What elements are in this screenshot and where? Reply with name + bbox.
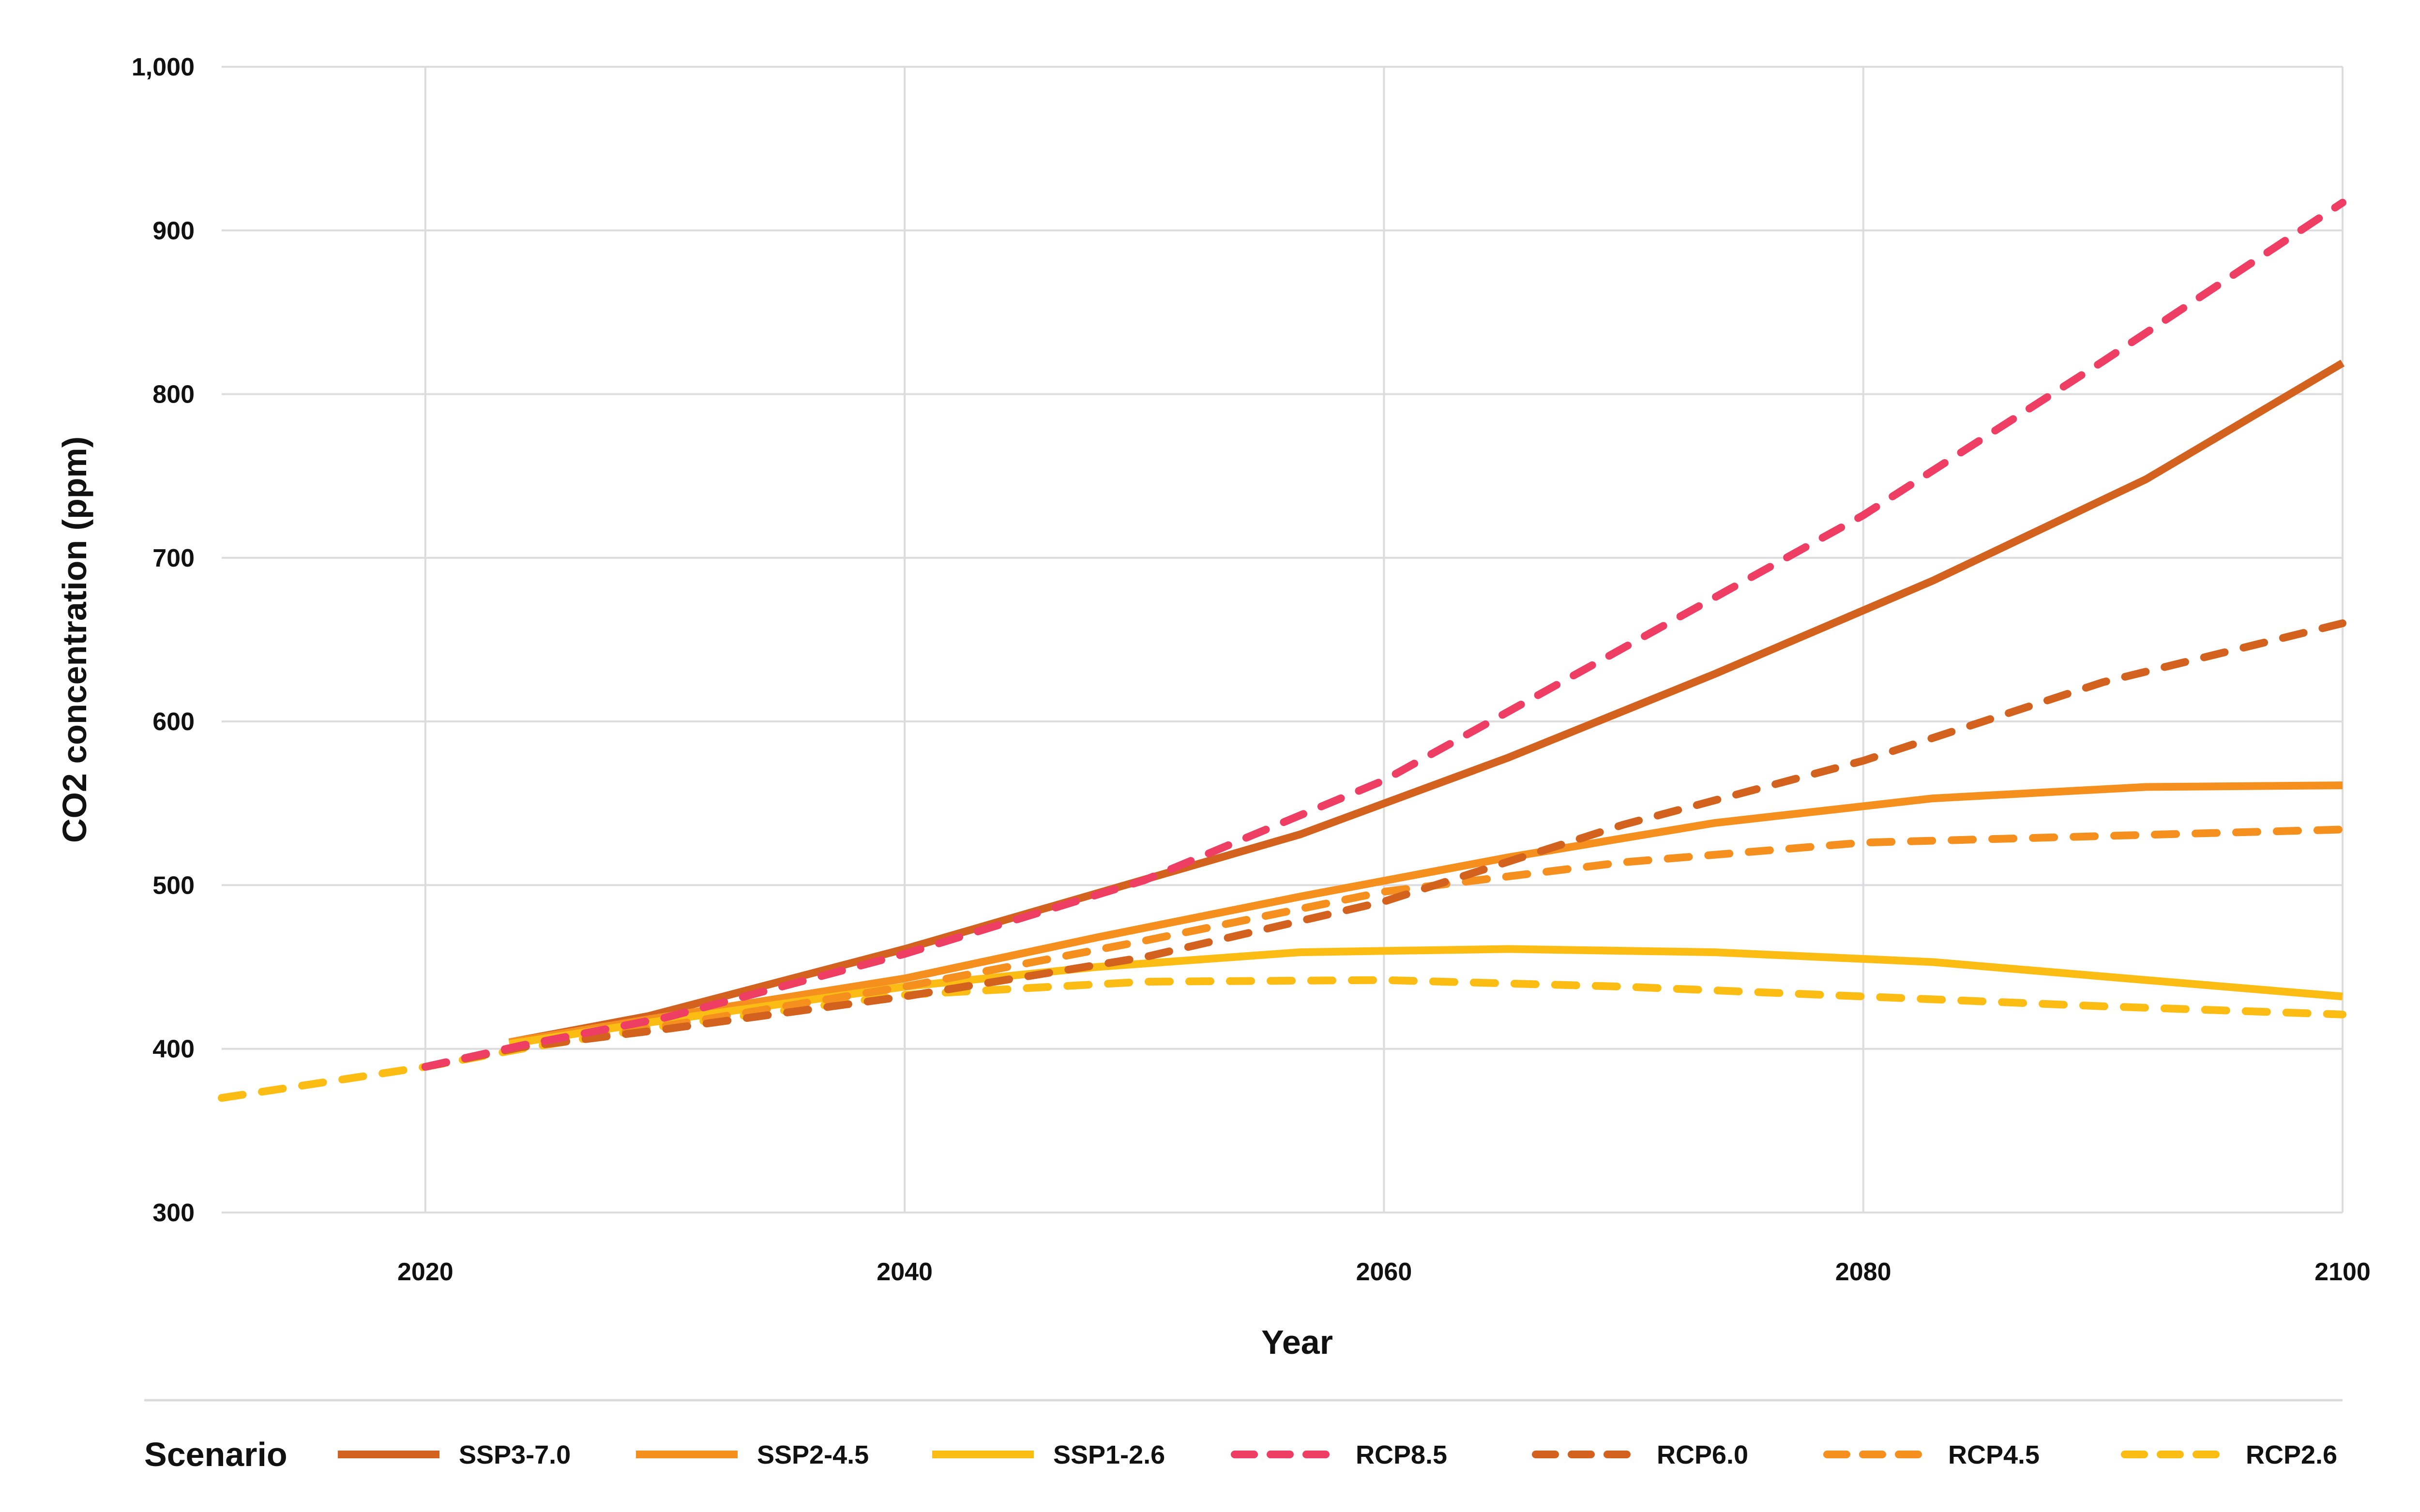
x-tick-label: 2060	[1356, 1258, 1412, 1286]
series-line-rcp6-0	[421, 619, 2346, 1071]
y-tick-label: 900	[152, 217, 195, 245]
legend: Scenario SSP3-7.0 SSP2-4.5 SSP1-2.6 RCP8.5 R…	[144, 1436, 2337, 1473]
legend-label: SSP2-4.5	[757, 1440, 869, 1469]
series-line-rcp2-6	[218, 976, 2346, 1102]
series-line-ssp1-2-6	[508, 945, 2343, 1048]
series-line-ssp2-4-5	[508, 781, 2343, 1047]
legend-label: SSP1-2.6	[1053, 1440, 1165, 1469]
y-tick-label: 800	[152, 381, 195, 409]
legend-label: RCP2.6	[2246, 1440, 2337, 1469]
x-tick-label: 2100	[2314, 1258, 2371, 1286]
gridlines	[222, 66, 2344, 1213]
x-tick-label: 2080	[1835, 1258, 1891, 1286]
x-tick-label: 2020	[397, 1258, 454, 1286]
y-tick-label: 500	[152, 871, 195, 899]
x-axis-ticks: 2020 2040 2060 2080 2100	[397, 1258, 2371, 1286]
legend-label: SSP3-7.0	[459, 1440, 571, 1469]
legend-title: Scenario	[144, 1436, 287, 1473]
y-tick-label: 300	[152, 1199, 195, 1227]
y-tick-label: 400	[152, 1035, 195, 1063]
x-axis-title: Year	[1261, 1323, 1333, 1361]
legend-label: RCP4.5	[1948, 1440, 2040, 1469]
legend-label: RCP6.0	[1657, 1440, 1748, 1469]
x-tick-label: 2040	[877, 1258, 933, 1286]
series-lines	[218, 198, 2346, 1102]
legend-label: RCP8.5	[1356, 1440, 1447, 1469]
series-line-rcp8-5	[421, 198, 2346, 1071]
series-line-ssp3-7-0	[508, 359, 2345, 1047]
y-axis-title: CO2 concentration (ppm)	[56, 436, 93, 843]
y-axis-ticks: 300 400 500 600 700 800 900 1,000	[132, 53, 195, 1227]
y-tick-label: 700	[152, 544, 195, 572]
y-tick-label: 600	[152, 708, 195, 736]
y-tick-label: 1,000	[132, 53, 195, 81]
